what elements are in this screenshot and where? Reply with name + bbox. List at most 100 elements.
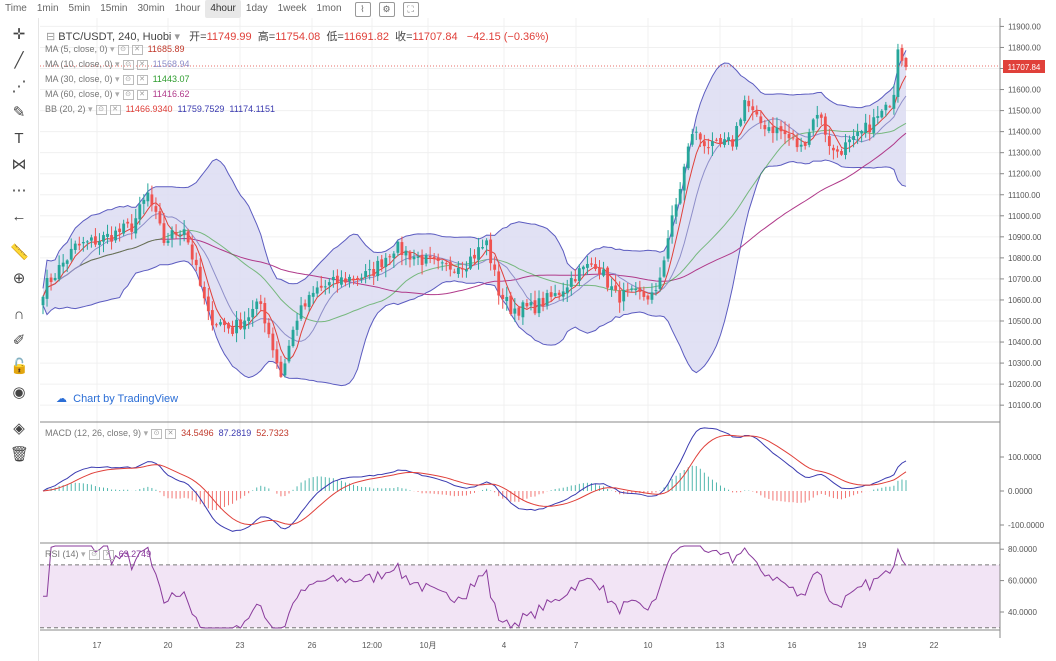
bb-upper-value: 11759.7529 (177, 104, 225, 114)
candle (94, 228, 97, 248)
legend-ma60[interactable]: MA (60, close, 0) ▾ ⊙ ✕ 11416.62 (45, 89, 190, 100)
candle (114, 226, 118, 243)
candle-body (460, 268, 464, 270)
timeframe-1mon[interactable]: 1mon (316, 3, 342, 14)
brush-icon[interactable]: ✎ (12, 104, 26, 121)
candle-body (666, 238, 670, 259)
timeframe-1day[interactable]: 1day (245, 3, 268, 14)
timeframe-30min[interactable]: 30min (137, 3, 165, 14)
legend-rsi[interactable]: RSI (14) ▾ ⊙ ✕ 63.2749 (45, 549, 152, 560)
macd-tick-label: 0.0000 (1008, 487, 1033, 496)
candle-body (45, 277, 49, 299)
candle (525, 299, 529, 309)
candle-body (291, 329, 295, 347)
candle (194, 252, 198, 271)
price-tick-label: 11500.00 (1008, 107, 1041, 116)
candle-body (202, 286, 206, 299)
candle-body (646, 295, 650, 300)
timeframe-1min[interactable]: 1min (36, 3, 59, 14)
chart-header: ⊟ BTC/USDT, 240, Huobi ▾ 开=11749.99 高=11… (46, 31, 549, 43)
candle (513, 298, 517, 322)
timeframe-5min[interactable]: 5min (68, 3, 91, 14)
candle-body (360, 277, 363, 279)
fullscreen-icon[interactable]: ⛶ (402, 1, 419, 17)
candle-body (102, 235, 105, 242)
settings-icon[interactable]: ⚙ (378, 1, 395, 17)
candle (606, 266, 609, 292)
candle-body (880, 110, 884, 118)
candle-body (182, 229, 186, 236)
candle (896, 43, 900, 103)
magnet-icon[interactable]: ∩ (13, 306, 25, 323)
timeframe-4hour[interactable]: 4hour (205, 0, 241, 18)
candle (110, 226, 113, 250)
candle (626, 283, 630, 297)
candle (731, 135, 735, 151)
candle-body (767, 127, 771, 131)
layers-icon[interactable]: ◈ (13, 420, 25, 437)
collapse-icon[interactable]: ⊟ (46, 31, 56, 43)
candle-body (545, 293, 549, 306)
rsi-band (40, 564, 1000, 628)
timeframe-1hour[interactable]: 1hour (174, 3, 201, 14)
timeframe-time[interactable]: Time (5, 3, 27, 14)
time-tick-label: 4 (502, 641, 507, 650)
back-arrow-icon[interactable]: ← (11, 208, 27, 225)
eye-icon[interactable]: ◉ (12, 384, 26, 401)
candle-body (868, 124, 872, 133)
text-icon[interactable]: T (14, 130, 24, 147)
candle (440, 260, 444, 271)
timeframe-15min[interactable]: 15min (100, 3, 128, 14)
tradingview-brand[interactable]: ☁ Chart by TradingView (56, 392, 178, 405)
candle-body (682, 166, 686, 191)
time-tick-label: 19 (858, 641, 867, 650)
candle (364, 264, 368, 284)
candle (735, 122, 739, 150)
signal-line (42, 434, 907, 526)
legend-macd[interactable]: MACD (12, 26, close, 9) ▾ ⊙ ✕ 34.5496 87.2… (45, 428, 289, 439)
candle-body (573, 279, 577, 282)
zoom-icon[interactable]: ⊕ (12, 270, 26, 287)
ruler-icon[interactable]: 📏 (10, 244, 29, 261)
candle (106, 224, 109, 244)
candle (178, 230, 182, 246)
lock-icon[interactable]: 🔓 (10, 358, 29, 375)
trend-line-icon[interactable]: ╱ (14, 52, 24, 69)
candle (436, 253, 440, 270)
candle (759, 110, 763, 130)
lock-drawing-icon[interactable]: ✐ (12, 332, 26, 349)
crosshair-icon[interactable]: ✛ (12, 26, 26, 43)
candle (420, 249, 424, 275)
candle-body (719, 137, 722, 144)
candle (372, 261, 376, 286)
trash-icon[interactable]: 🗑 (10, 446, 30, 463)
legend-ma30[interactable]: MA (30, close, 0) ▾ ⊙ ✕ 11443.07 (45, 74, 190, 85)
fib-icon[interactable]: ⋰ (11, 78, 27, 95)
candle (727, 132, 730, 145)
legend-bb[interactable]: BB (20, 2) ▾ ⊙ ✕ 11466.9340 11759.7529 111… (45, 104, 275, 115)
candle (573, 269, 577, 283)
forecast-icon[interactable]: ⋯ (11, 182, 27, 199)
timeframe-1week[interactable]: 1week (277, 3, 307, 14)
candle-body (561, 291, 565, 297)
candle (408, 250, 412, 268)
candle-body (690, 134, 694, 145)
legend-ma5[interactable]: MA (5, close, 0) ▾ ⊙ ✕ 11685.89 (45, 44, 185, 55)
candle (98, 233, 101, 255)
candle (848, 135, 851, 153)
candle (715, 137, 718, 142)
symbol-title[interactable]: BTC/USDT, 240, Huobi (58, 31, 172, 43)
legend-ma10[interactable]: MA (10, close, 0) ▾ ⊙ ✕ 11568.94 (45, 59, 190, 70)
candle-body (602, 269, 605, 276)
pattern-icon[interactable]: ⋈ (11, 156, 27, 173)
candle-body (775, 127, 779, 134)
candle-body (803, 142, 807, 146)
candle (565, 279, 569, 302)
time-tick-label: 20 (164, 641, 173, 650)
candle-body (327, 282, 331, 286)
chart-type-icon[interactable]: ⌇ (354, 1, 371, 17)
candle (755, 105, 759, 118)
candle-body (743, 100, 747, 121)
candle-body (739, 119, 743, 126)
